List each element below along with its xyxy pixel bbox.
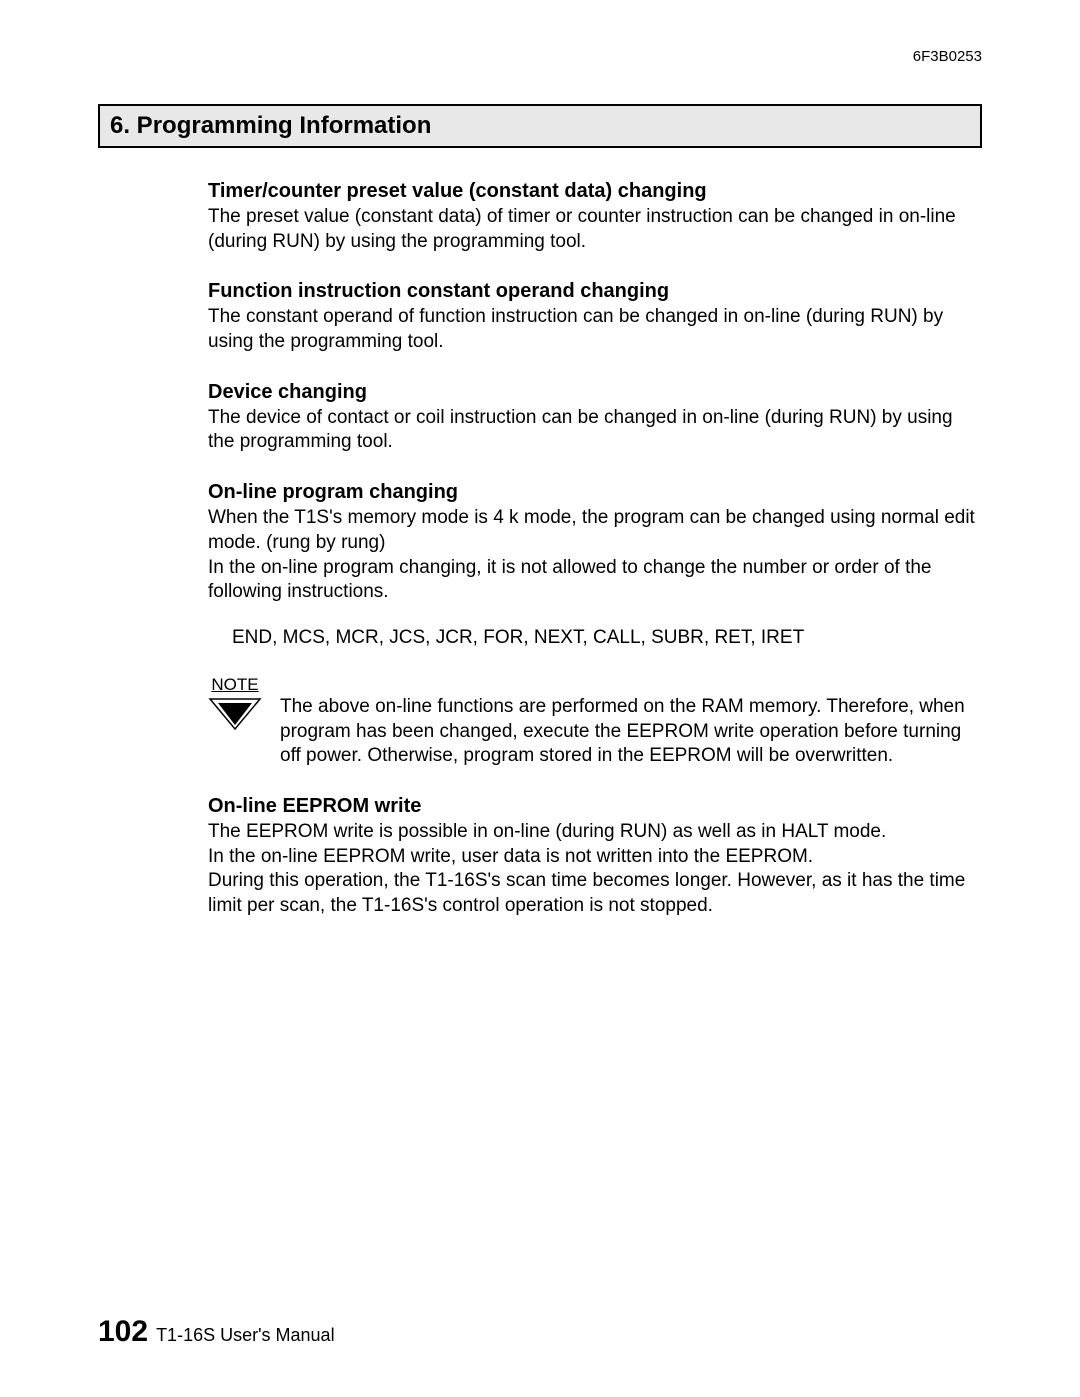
section-body: The device of contact or coil instructio… xyxy=(208,406,982,455)
section-body: When the T1S's memory mode is 4 k mode, … xyxy=(208,506,982,605)
section-body: The EEPROM write is possible in on-line … xyxy=(208,820,982,919)
section-timer-counter: Timer/counter preset value (constant dat… xyxy=(208,180,982,254)
content-area: Timer/counter preset value (constant dat… xyxy=(98,180,982,919)
section-device-changing: Device changing The device of contact or… xyxy=(208,381,982,455)
page-number: 102 xyxy=(98,1315,148,1349)
page-footer: 102 T1-16S User's Manual xyxy=(98,1315,335,1349)
section-body: The constant operand of function instruc… xyxy=(208,305,982,354)
section-function-instruction: Function instruction constant operand ch… xyxy=(208,280,982,354)
section-title: Function instruction constant operand ch… xyxy=(208,280,982,303)
paragraph: During this operation, the T1-16S's scan… xyxy=(208,869,982,918)
note-icon-wrap: NOTE xyxy=(208,675,262,731)
section-body: The preset value (constant data) of time… xyxy=(208,205,982,254)
paragraph: The EEPROM write is possible in on-line … xyxy=(208,820,982,845)
instruction-list: END, MCS, MCR, JCS, JCR, FOR, NEXT, CALL… xyxy=(232,627,982,649)
section-title: On-line program changing xyxy=(208,481,982,504)
paragraph: When the T1S's memory mode is 4 k mode, … xyxy=(208,506,982,555)
section-title: On-line EEPROM write xyxy=(208,795,982,818)
note-label: NOTE xyxy=(211,675,258,695)
paragraph: In the on-line EEPROM write, user data i… xyxy=(208,845,982,870)
manual-name: T1-16S User's Manual xyxy=(156,1325,335,1346)
section-online-program: On-line program changing When the T1S's … xyxy=(208,481,982,649)
section-title: Device changing xyxy=(208,381,982,404)
section-online-eeprom: On-line EEPROM write The EEPROM write is… xyxy=(208,795,982,919)
note-text: The above on-line functions are performe… xyxy=(280,675,982,769)
section-title: Timer/counter preset value (constant dat… xyxy=(208,180,982,203)
note-block: NOTE The above on-line functions are per… xyxy=(208,675,982,769)
chapter-heading: 6. Programming Information xyxy=(98,104,982,148)
document-code: 6F3B0253 xyxy=(913,48,982,65)
paragraph: In the on-line program changing, it is n… xyxy=(208,556,982,605)
caution-icon xyxy=(208,697,262,731)
